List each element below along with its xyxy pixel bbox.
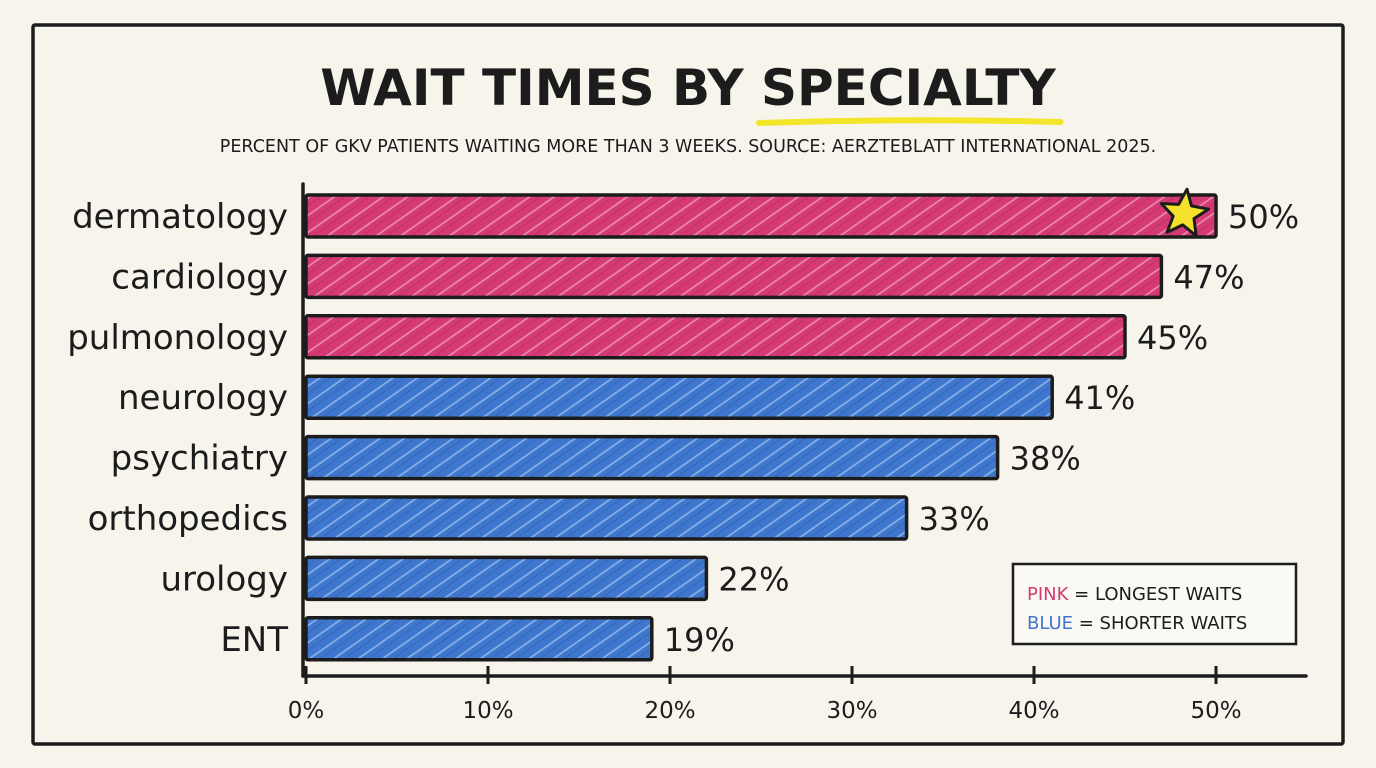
chart-title-highlight: SPECIALTY xyxy=(761,59,1056,117)
chart-title: WAIT TIMES BY SPECIALTY xyxy=(320,59,1056,117)
category-label: orthopedics xyxy=(88,499,288,539)
x-tick-label: 10% xyxy=(462,698,513,724)
legend-text-pink: = LONGEST WAITS xyxy=(1068,584,1242,605)
chart-title-prefix: WAIT TIMES BY xyxy=(320,59,761,117)
category-label: pulmonology xyxy=(67,318,288,358)
legend-key-pink: PINK xyxy=(1027,584,1070,605)
value-label: 41% xyxy=(1064,379,1135,417)
category-label: ENT xyxy=(220,620,288,660)
bar-cardiology xyxy=(304,253,1164,300)
category-label: psychiatry xyxy=(111,439,288,479)
bar-psychiatry xyxy=(304,434,1000,481)
value-label: 19% xyxy=(664,621,735,659)
value-label: 45% xyxy=(1137,319,1208,357)
bar-dermatology xyxy=(304,193,1218,239)
legend-text-blue: = SHORTER WAITS xyxy=(1073,613,1247,634)
bars-layer: dermatology 50% cardiology 47% pulmonology 45… xyxy=(67,187,1299,662)
value-label: 38% xyxy=(1010,440,1081,478)
title-highlight-underline xyxy=(756,117,1064,126)
chart-legend: PINK = LONGEST WAITS BLUE = SHORTER WAIT… xyxy=(1011,562,1298,646)
bar-orthopedics xyxy=(304,495,909,541)
x-tick-label: 20% xyxy=(644,698,695,724)
bar-pulmonology xyxy=(304,314,1127,360)
value-label: 33% xyxy=(919,500,990,538)
legend-entry-blue: BLUE = SHORTER WAITS xyxy=(1027,613,1247,634)
category-label: neurology xyxy=(118,378,288,418)
category-label: dermatology xyxy=(72,197,288,237)
star-icon xyxy=(1159,187,1210,238)
legend-key-blue: BLUE xyxy=(1027,613,1073,634)
legend-box xyxy=(1011,562,1298,646)
bar-neurology xyxy=(304,374,1054,420)
x-tick-label: 0% xyxy=(288,698,325,724)
category-label: urology xyxy=(160,559,288,599)
value-label: 47% xyxy=(1173,258,1244,296)
category-label: cardiology xyxy=(111,257,288,297)
bar-urology xyxy=(304,555,709,602)
x-tick-label: 30% xyxy=(826,698,877,724)
bar-ent xyxy=(304,616,654,662)
x-axis: 0% 10% 20% 30% 40% 50% xyxy=(288,182,1308,724)
legend-entry-pink: PINK = LONGEST WAITS xyxy=(1027,584,1242,605)
x-tick-label: 50% xyxy=(1190,698,1241,724)
chart-frame xyxy=(31,23,1345,746)
value-label: 22% xyxy=(718,560,789,598)
chart-subtitle: PERCENT OF GKV PATIENTS WAITING MORE THA… xyxy=(220,137,1156,157)
value-label: 50% xyxy=(1228,198,1299,236)
x-tick-label: 40% xyxy=(1008,698,1059,724)
